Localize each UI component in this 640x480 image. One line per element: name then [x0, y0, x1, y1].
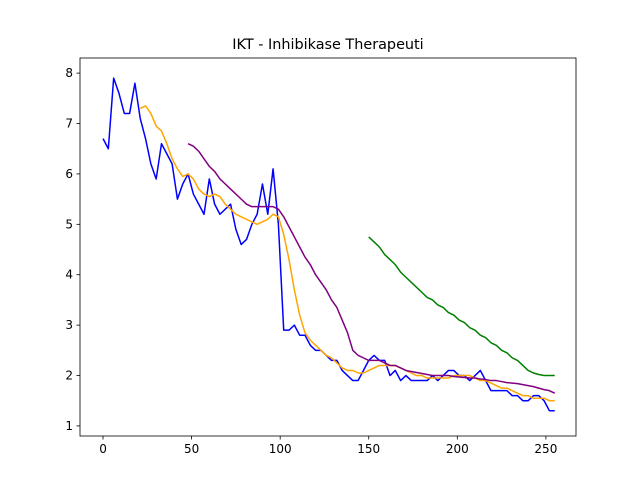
y-tick-label: 5 — [65, 217, 73, 231]
series-line — [139, 105, 555, 402]
x-tick-label: 50 — [184, 442, 199, 456]
y-tick-label: 2 — [65, 369, 73, 383]
series-line — [368, 236, 555, 377]
series-line — [102, 77, 555, 412]
x-tick-label: 250 — [534, 442, 557, 456]
chart-title: IKT - Inhibikase Therapeuti — [232, 37, 423, 53]
y-tick-label: 8 — [65, 66, 73, 80]
plot-frame — [79, 57, 577, 437]
x-tick-label: 100 — [269, 442, 292, 456]
y-tick-label: 7 — [65, 117, 73, 131]
x-tick-label: 200 — [446, 442, 469, 456]
y-tick-label: 3 — [65, 318, 73, 332]
x-tick-label: 0 — [99, 442, 107, 456]
y-tick-label: 4 — [65, 268, 73, 282]
series-line — [187, 143, 556, 394]
y-tick-label: 1 — [65, 419, 73, 433]
x-tick-label: 150 — [357, 442, 380, 456]
y-tick-label: 6 — [65, 167, 73, 181]
